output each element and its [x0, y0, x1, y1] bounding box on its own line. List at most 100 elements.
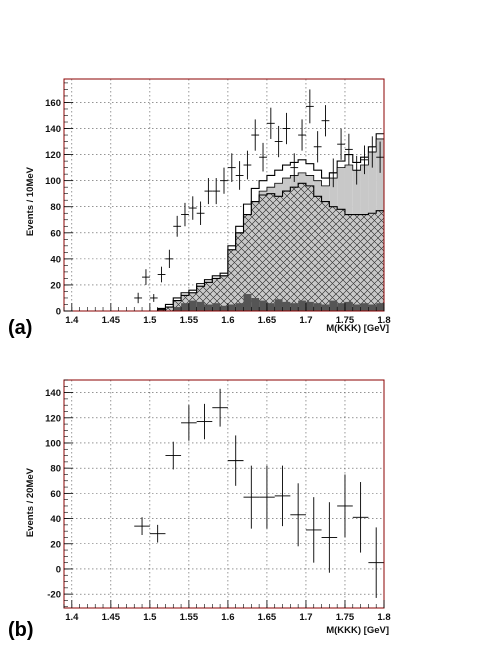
panel-b-ylabel: Events / 20MeV [25, 467, 36, 537]
panel-b-label: (b) [8, 619, 34, 641]
hist-bin [157, 309, 166, 311]
data-point [329, 158, 338, 188]
hist-bin [305, 185, 314, 311]
y-tick-label: 60 [50, 228, 61, 239]
hist-bin [344, 214, 353, 311]
hist-bin [204, 282, 213, 311]
hist-bin [274, 196, 283, 311]
hist-bin [329, 300, 338, 311]
panel-b-grid [64, 380, 384, 608]
panel-a-ylabel: Events / 10MeV [25, 166, 36, 236]
data-point [259, 465, 275, 529]
y-tick-label: 140 [45, 124, 61, 135]
data-point [305, 497, 322, 563]
data-point [352, 155, 361, 185]
hist-bin [220, 275, 228, 311]
x-tick-label: 1.55 [180, 612, 199, 623]
panel-a: 1.4 1.45 1.5 1.55 1.6 1.65 1.7 1.75 1.8 0 20 40 60 80… [8, 78, 391, 339]
data-point [266, 107, 275, 139]
y-tick-label: 100 [45, 438, 61, 449]
data-point [165, 441, 182, 470]
panel-b-axes: 1.4 1.45 1.5 1.55 1.6 1.65 1.7 1.75 1.8 -20 0 20 40 6… [45, 379, 391, 623]
panel-b: 1.4 1.45 1.5 1.55 1.6 1.65 1.7 1.75 1.8 -20 0 20 40 6… [8, 379, 391, 641]
hist-bin [337, 209, 345, 311]
y-tick-label: 100 [45, 176, 61, 187]
data-point [251, 119, 260, 151]
data-point [220, 167, 228, 194]
hist-bin [298, 183, 306, 311]
data-point [352, 482, 369, 553]
y-tick-label: 160 [45, 98, 61, 109]
data-point [173, 215, 182, 237]
hist-bin [313, 196, 322, 311]
hist-bin [173, 300, 182, 311]
x-tick-label: 1.45 [102, 612, 121, 623]
hist-bin [266, 303, 275, 311]
data-point [134, 517, 150, 535]
hist-bin [376, 303, 384, 311]
y-tick-label: 60 [50, 489, 61, 500]
data-point [188, 196, 197, 220]
panel-b-data-points [134, 388, 384, 598]
data-point [290, 153, 299, 182]
panel-b-frame [63, 379, 385, 609]
hist-bin [259, 195, 267, 311]
y-tick-label: 120 [45, 413, 61, 424]
hist-bin [204, 304, 213, 311]
hist-bin [321, 304, 330, 311]
hist-bin [165, 307, 174, 311]
hist-bin [259, 300, 267, 311]
hist-bin [243, 294, 252, 311]
data-point [212, 388, 228, 427]
hist-outline-cross-hatched [134, 182, 384, 312]
y-tick-label: 80 [50, 202, 61, 213]
x-tick-label: 1.7 [299, 612, 312, 623]
hist-bin [235, 303, 244, 311]
panel-a-axes: 1.4 1.45 1.5 1.55 1.6 1.65 1.7 1.75 1.8 0 20 40 60 80… [45, 82, 391, 326]
data-point [227, 153, 236, 182]
hist-bin [360, 303, 369, 311]
data-point [313, 131, 322, 163]
data-point [368, 527, 384, 598]
y-tick-label: 140 [45, 388, 61, 399]
y-tick-label: 0 [56, 307, 61, 318]
y-tick-label: 20 [50, 539, 61, 550]
x-tick-label: 1.5 [143, 315, 157, 326]
data-point [368, 136, 377, 168]
x-tick-label: 1.75 [336, 315, 355, 326]
data-point [134, 292, 143, 304]
hist-bin [305, 301, 314, 311]
data-point [227, 435, 244, 486]
x-tick-label: 1.65 [258, 612, 277, 623]
hist-bin [376, 210, 384, 311]
hist-bin [251, 297, 260, 311]
data-point [274, 465, 291, 527]
data-point [235, 161, 244, 190]
data-point [337, 128, 345, 160]
hist-bin [329, 206, 338, 311]
x-tick-label: 1.8 [377, 315, 390, 326]
hist-bin [344, 301, 353, 311]
data-point [321, 105, 330, 137]
hist-bin [212, 303, 221, 311]
hist-bin [368, 213, 377, 311]
data-point [212, 178, 221, 205]
panel-a-histograms [134, 133, 384, 312]
x-tick-label: 1.4 [65, 315, 79, 326]
panel-b-xlabel: M(KKK) [GeV] [326, 625, 389, 636]
data-point [321, 502, 338, 573]
data-point [196, 403, 213, 440]
x-tick-label: 1.5 [143, 612, 157, 623]
hist-bin [188, 300, 197, 311]
panel-a-label: (a) [8, 317, 32, 339]
data-point [149, 524, 166, 543]
hist-dark-filled [173, 294, 384, 311]
data-point [243, 465, 260, 529]
hist-bin [298, 300, 306, 311]
data-point [274, 125, 283, 158]
x-tick-label: 1.6 [221, 315, 234, 326]
hist-bin [266, 193, 275, 311]
panel-b-border [63, 379, 385, 609]
y-tick-label: 80 [50, 464, 61, 475]
y-tick-label: 40 [50, 514, 61, 525]
